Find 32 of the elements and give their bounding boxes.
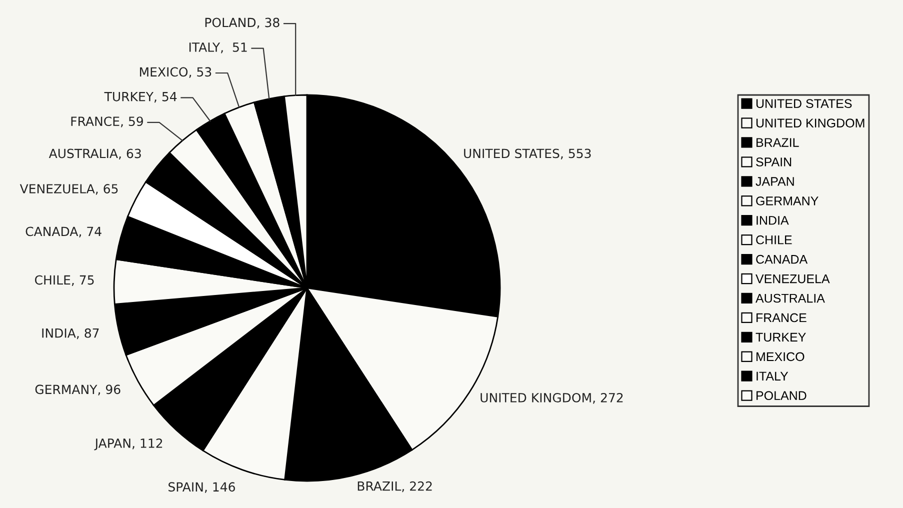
legend-label: MEXICO — [756, 352, 804, 362]
data-label: FRANCE, 59 — [71, 116, 143, 128]
legend-label: GERMANY — [756, 196, 818, 206]
legend-label: ITALY — [756, 372, 788, 380]
data-label: CANADA, 74 — [26, 226, 102, 238]
data-label: ITALY, 51 — [189, 42, 247, 54]
legend-label: JAPAN — [756, 177, 794, 186]
legend-label: UNITED KINGDOM — [756, 118, 864, 128]
data-label: JAPAN, 112 — [94, 438, 162, 450]
legend-label: CANADA — [756, 254, 808, 264]
legend-label: FRANCE — [756, 313, 806, 322]
data-label: TURKEY, 54 — [104, 92, 177, 103]
data-label: AUSTRALIA, 63 — [48, 148, 141, 160]
legend-label: POLAND — [756, 391, 806, 400]
legend-label: BRAZIL — [756, 138, 799, 147]
legend-label: UNITED STATES — [756, 99, 852, 108]
data-label: UNITED KINGDOM, 272 — [480, 392, 623, 404]
legend-label: AUSTRALIA — [756, 294, 825, 303]
data-label: CHILE, 75 — [34, 275, 94, 286]
data-label: GERMANY, 96 — [35, 384, 120, 396]
legend-label: SPAIN — [756, 158, 792, 166]
data-label: SPAIN, 146 — [168, 482, 235, 493]
legend-label: VENEZUELA — [756, 274, 830, 284]
data-label: UNITED STATES, 553 — [464, 148, 591, 160]
data-label: POLAND, 38 — [205, 18, 280, 28]
legend-label: INDIA — [756, 216, 789, 225]
data-label: VENEZUELA, 65 — [20, 184, 118, 195]
data-label: BRAZIL, 222 — [358, 481, 432, 492]
legend-label: TURKEY — [756, 332, 806, 342]
legend-label: CHILE — [756, 235, 792, 244]
data-label: INDIA, 87 — [42, 328, 99, 340]
data-label: MEXICO, 53 — [140, 67, 212, 78]
